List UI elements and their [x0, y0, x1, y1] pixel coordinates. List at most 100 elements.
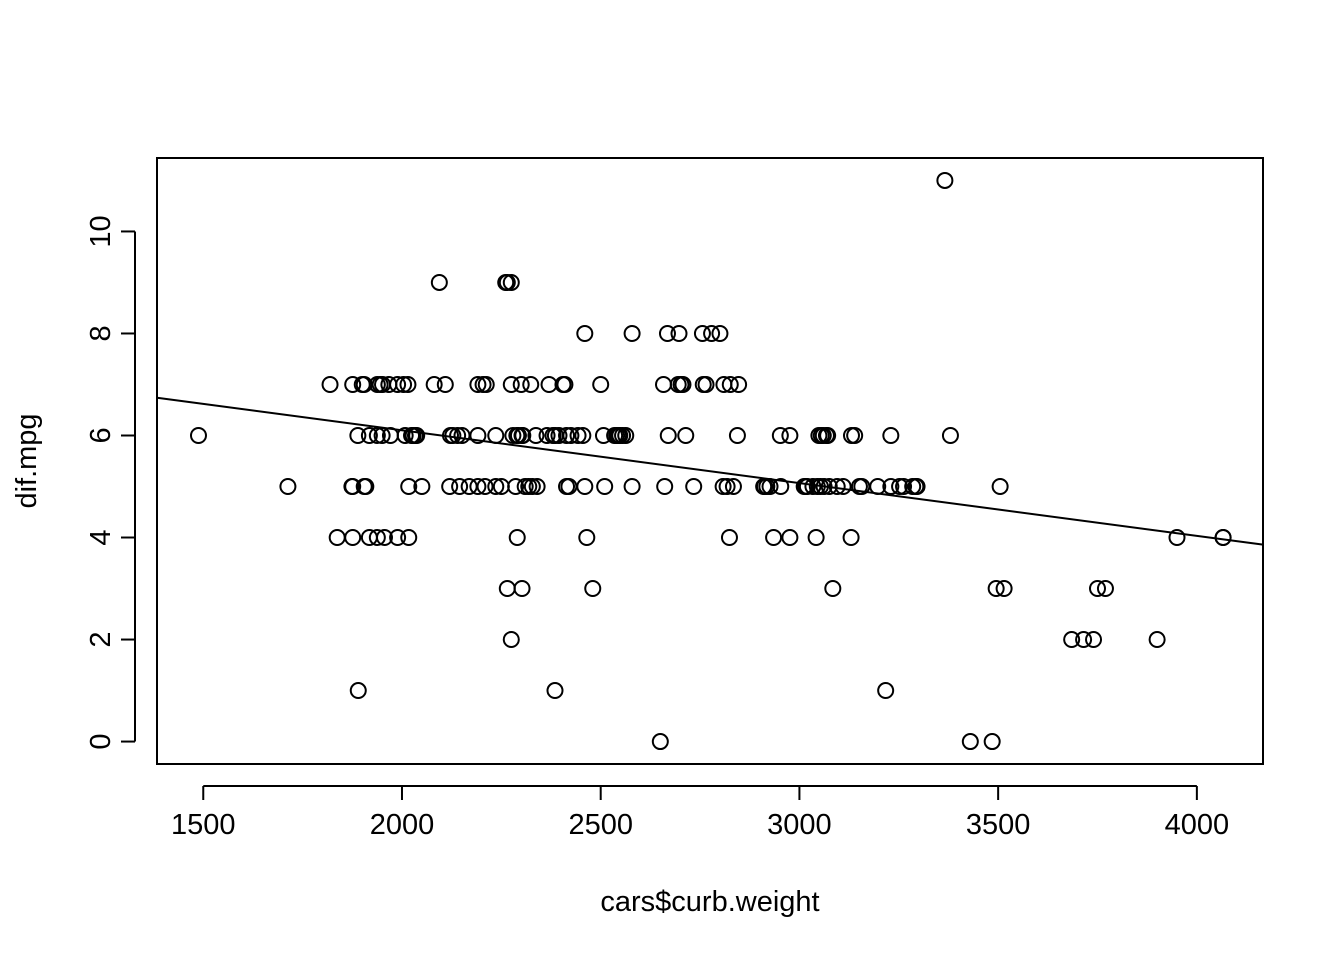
- data-point: [781, 529, 799, 547]
- data-point: [1168, 529, 1186, 547]
- data-point: [674, 375, 692, 393]
- data-point: [469, 478, 487, 496]
- data-point: [449, 426, 467, 444]
- data-point: [576, 324, 594, 342]
- data-point: [430, 273, 448, 291]
- data-point: [842, 529, 860, 547]
- x-axis-title: cars$curb.weight: [600, 886, 819, 918]
- data-point: [546, 682, 564, 700]
- data-point: [540, 375, 558, 393]
- y-axis: 0 2 4 6 8 10: [85, 215, 136, 750]
- data-point: [373, 426, 391, 444]
- data-point: [502, 273, 520, 291]
- data-point: [592, 375, 610, 393]
- y-tick-label: 6: [85, 427, 117, 443]
- data-point: [1075, 631, 1093, 649]
- data-point: [576, 478, 594, 496]
- data-point: [368, 529, 386, 547]
- data-point: [697, 375, 715, 393]
- data-point: [781, 426, 799, 444]
- y-tick-label: 4: [85, 529, 117, 545]
- x-axis: 1500 2000 2500 3000 3500 4000: [171, 785, 1230, 841]
- data-point: [654, 375, 672, 393]
- data-point: [444, 426, 462, 444]
- data-point: [558, 426, 576, 444]
- y-tick-label: 10: [85, 215, 117, 247]
- data-point: [983, 733, 1001, 751]
- data-point: [451, 478, 469, 496]
- data-point: [670, 324, 688, 342]
- data-point: [869, 478, 887, 496]
- data-point: [523, 478, 541, 496]
- x-tick-label: 1500: [171, 809, 236, 841]
- x-tick-label: 2000: [370, 809, 435, 841]
- plot-frame: [156, 157, 1264, 765]
- data-point: [834, 478, 852, 496]
- data-point: [396, 426, 414, 444]
- data-point: [987, 580, 1005, 598]
- data-points: [189, 171, 1232, 751]
- data-point: [522, 375, 540, 393]
- data-point: [1089, 580, 1107, 598]
- data-point: [658, 324, 676, 342]
- data-point: [721, 375, 739, 393]
- data-point: [562, 426, 580, 444]
- data-point: [659, 426, 677, 444]
- data-point: [502, 375, 520, 393]
- y-tick-label: 8: [85, 325, 117, 341]
- x-tick-label: 3000: [767, 809, 832, 841]
- x-tick-label: 2500: [568, 809, 633, 841]
- data-point: [360, 426, 378, 444]
- data-point: [556, 375, 574, 393]
- data-point: [596, 478, 614, 496]
- data-point: [441, 478, 459, 496]
- data-point: [882, 426, 900, 444]
- data-point: [730, 375, 748, 393]
- data-point: [477, 375, 495, 393]
- data-point: [1096, 580, 1114, 598]
- data-point: [399, 375, 417, 393]
- data-point: [375, 529, 393, 547]
- data-point: [798, 478, 816, 496]
- data-point: [1148, 631, 1166, 649]
- data-point: [807, 529, 825, 547]
- data-point: [824, 580, 842, 598]
- data-point: [1085, 631, 1103, 649]
- data-point: [512, 375, 530, 393]
- data-point: [584, 580, 602, 598]
- data-point: [389, 375, 407, 393]
- data-point: [623, 324, 641, 342]
- data-point: [574, 426, 592, 444]
- data-point: [711, 324, 729, 342]
- data-point: [685, 478, 703, 496]
- data-point: [728, 426, 746, 444]
- data-point: [819, 426, 837, 444]
- data-point: [569, 426, 587, 444]
- data-point: [991, 478, 1009, 496]
- data-point: [357, 478, 375, 496]
- data-point: [1214, 529, 1232, 547]
- x-tick-label: 4000: [1165, 809, 1230, 841]
- data-point: [328, 529, 346, 547]
- data-point: [460, 478, 478, 496]
- data-point: [1063, 631, 1081, 649]
- data-point: [189, 426, 207, 444]
- data-point: [502, 631, 520, 649]
- data-point: [476, 478, 494, 496]
- data-point: [623, 478, 641, 496]
- data-point: [413, 478, 431, 496]
- data-point: [408, 426, 426, 444]
- data-point: [804, 478, 822, 496]
- data-point: [724, 478, 742, 496]
- data-point: [469, 375, 487, 393]
- y-axis-title: dif.mpg: [11, 413, 43, 508]
- data-point: [772, 478, 790, 496]
- data-point: [550, 426, 568, 444]
- data-point: [877, 682, 895, 700]
- data-point: [487, 426, 505, 444]
- data-point: [513, 580, 531, 598]
- data-point: [389, 529, 407, 547]
- data-point: [761, 478, 779, 496]
- data-point: [718, 478, 736, 496]
